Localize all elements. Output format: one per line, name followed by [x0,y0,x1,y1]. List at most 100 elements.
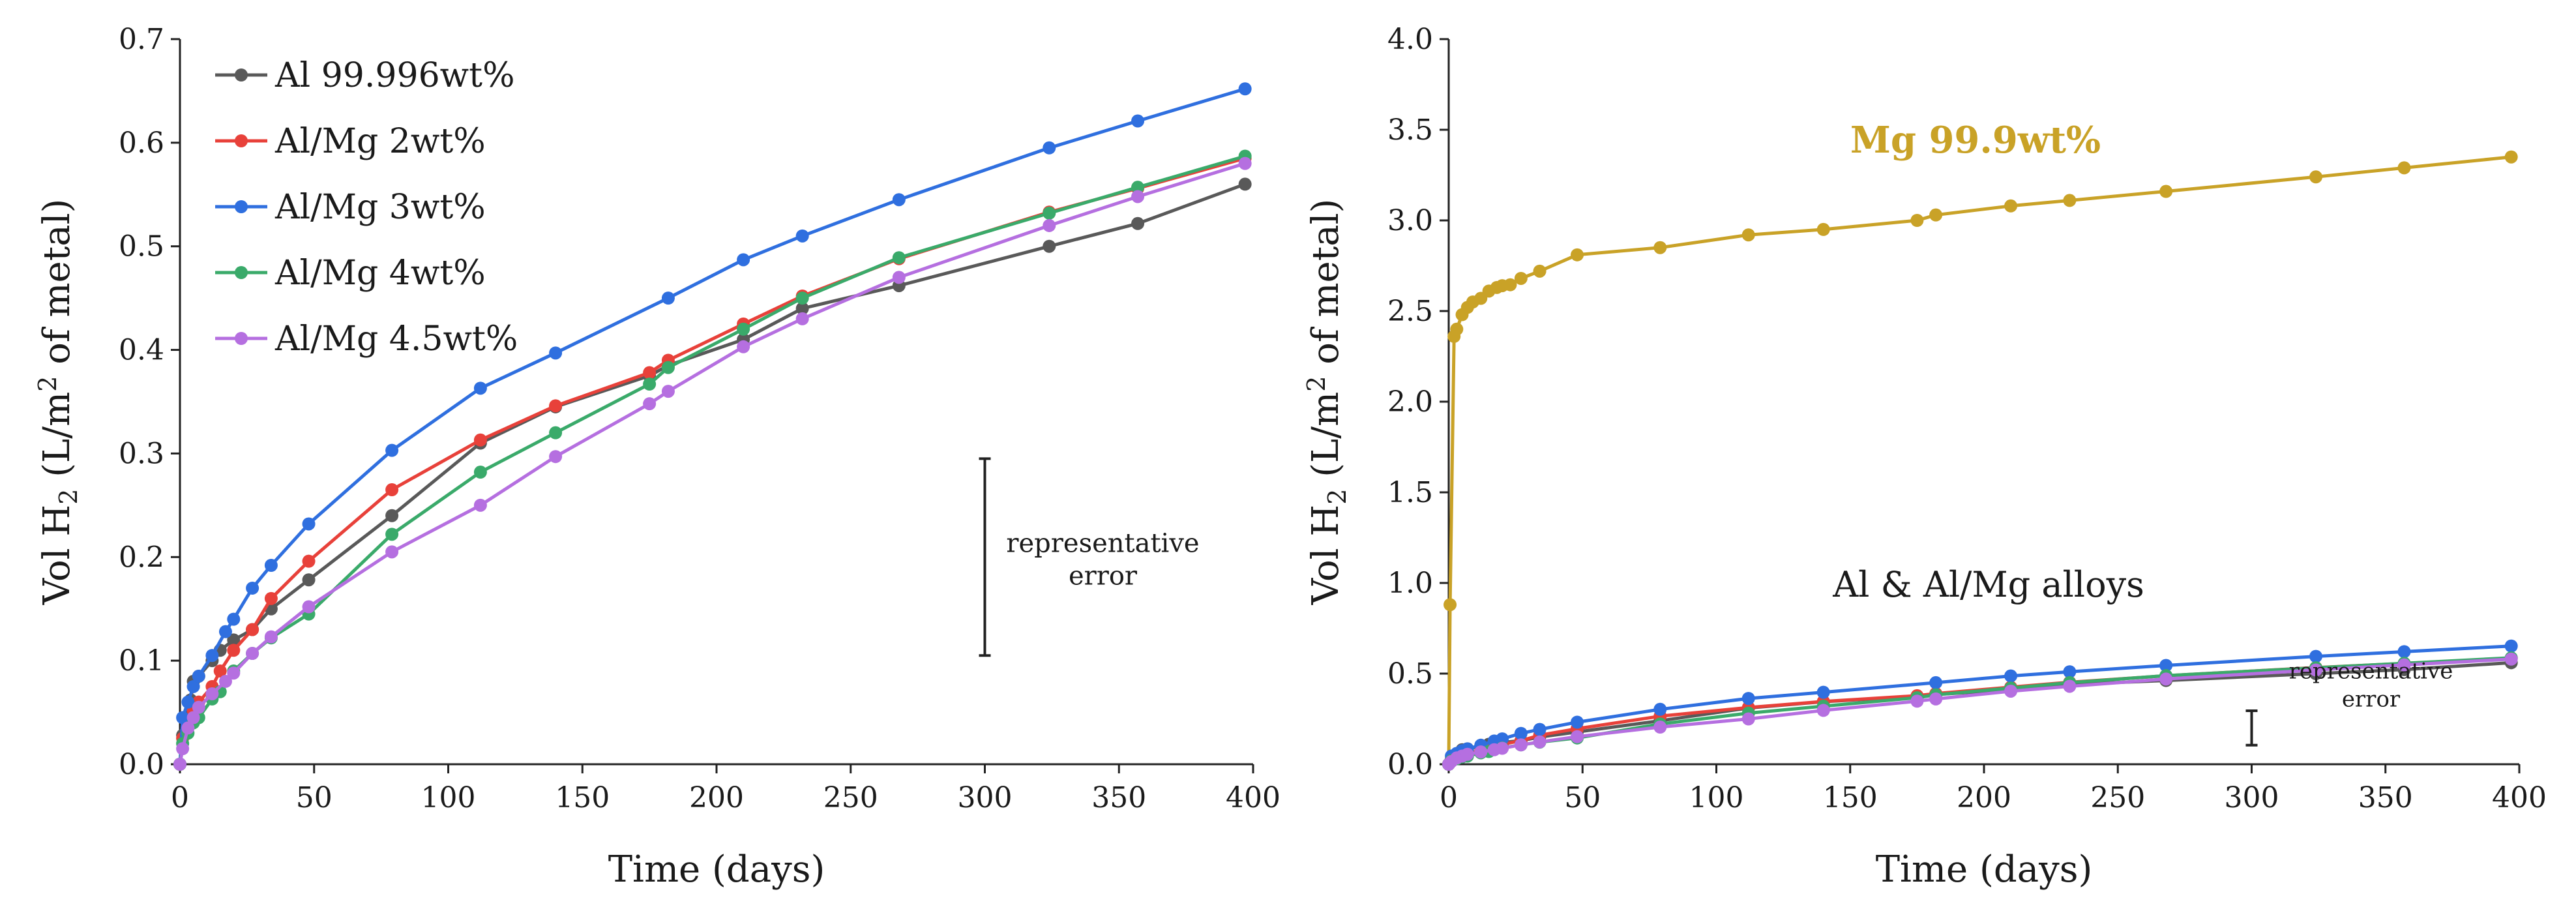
y-tick-label: 0.6 [119,127,164,160]
data-point [385,545,399,559]
data-point [1741,228,1755,242]
data-point [218,625,232,638]
y-tick-label: 0.0 [1387,748,1433,781]
data-point [1514,726,1528,740]
data-point [549,426,563,440]
data-point [661,385,675,398]
data-point [1238,177,1252,191]
error-note-line-1: representative [2289,658,2453,684]
x-tick-label: 250 [823,781,878,814]
data-point [2309,170,2323,184]
legend-label: Al/Mg 4.5wt% [274,320,518,359]
y-tick-label: 2.0 [1387,385,1433,419]
y-axis-title-part: (L/m [36,392,78,489]
legend-item: Al 99.996wt% [215,56,514,95]
data-point [176,742,190,756]
x-tick-label: 100 [1689,781,1744,814]
data-point [2309,663,2323,677]
series-mg-99-9wt- [1442,150,2518,771]
data-point [264,591,278,605]
legend-swatch-marker [235,134,248,147]
data-point [213,664,227,678]
data-point [795,229,809,243]
y-tick-label: 4.0 [1387,23,1433,56]
y-axis-title-part: 2 [33,376,62,392]
error-note-line-2: error [1069,561,1138,591]
data-point [1043,206,1056,220]
data-point [795,302,809,316]
y-axis-title-part: 2 [1323,489,1352,505]
data-point [1238,156,1252,170]
data-point [246,623,259,636]
x-tick-label: 50 [296,781,333,814]
x-tick-label: 0 [1440,781,1458,814]
data-point [473,498,487,512]
x-tick-label: 50 [1564,781,1601,814]
legend-item: Al/Mg 4.5wt% [215,320,518,359]
data-point [661,291,675,305]
legend: Al 99.996wt% Al/Mg 2wt% Al/Mg 3wt% Al/Mg 4w… [215,56,518,359]
data-point [2309,649,2323,663]
x-tick-label: 200 [689,781,744,814]
data-point [1929,208,1943,222]
data-point [1131,114,1145,128]
x-tick-label: 200 [1957,781,2011,814]
data-point [1816,222,1830,236]
data-point [2063,679,2077,693]
data-point [2063,665,2077,679]
data-point [385,509,399,522]
legend-swatch-marker [235,266,248,279]
data-point [2397,161,2411,175]
legend-swatch-marker [235,200,248,213]
data-point [1131,181,1145,194]
x-tick-label: 350 [1091,781,1146,814]
x-tick-label: 350 [2358,781,2413,814]
chart-panel-2: 0.0 0.5 1.0 1.5 2.0 2.5 3.0 3.5 4.0 0 50 100 150 200 2… [1302,23,2547,891]
data-point [1450,322,1464,336]
y-tick-label: 0.5 [1387,657,1433,691]
data-point [737,322,750,336]
data-point [264,630,278,644]
data-point [1653,721,1667,734]
y-tick-label: 0.5 [119,230,164,263]
data-point [1131,216,1145,230]
data-point [186,679,200,693]
y-tick-label: 0.7 [119,23,164,56]
data-point [549,399,563,413]
y-axis-title-part: 2 [1302,376,1331,392]
legend-label: Al/Mg 2wt% [274,122,486,161]
data-point [892,251,906,265]
series-al-mg-2wt- [173,151,1252,771]
y-tick-label: 1.5 [1387,476,1433,509]
data-point [1653,241,1667,254]
alloys-group-label: Al & Al/Mg alloys [1832,564,2144,605]
legend-swatch-marker [235,332,248,345]
data-point [1741,692,1755,706]
y-tick-label: 0.4 [119,334,164,367]
y-tick-label: 0.2 [119,541,164,574]
x-tick-label: 300 [2225,781,2279,814]
y-axis-title-part: Vol H [36,505,78,606]
data-point [1503,278,1517,291]
data-point [737,253,750,267]
y-axis-title: Vol H2 (L/m2 of metal) [33,199,83,606]
y-tick-label: 3.5 [1387,113,1433,147]
data-point [643,377,657,391]
data-point [1043,239,1056,253]
data-point [1533,723,1547,736]
data-point [1571,715,1584,729]
data-point [227,612,241,626]
data-point [385,483,399,497]
data-point [661,361,675,374]
data-point [1929,676,1943,689]
series-al-mg-4-5wt- [173,156,1252,771]
y-axis-title-part: 2 [54,489,83,505]
data-point [1443,598,1457,612]
data-point [473,381,487,395]
y-tick-label: 0.0 [119,748,164,781]
data-point [643,366,657,380]
x-axis-title: Time (days) [1876,848,2093,891]
data-point [302,600,316,614]
data-point [302,554,316,568]
